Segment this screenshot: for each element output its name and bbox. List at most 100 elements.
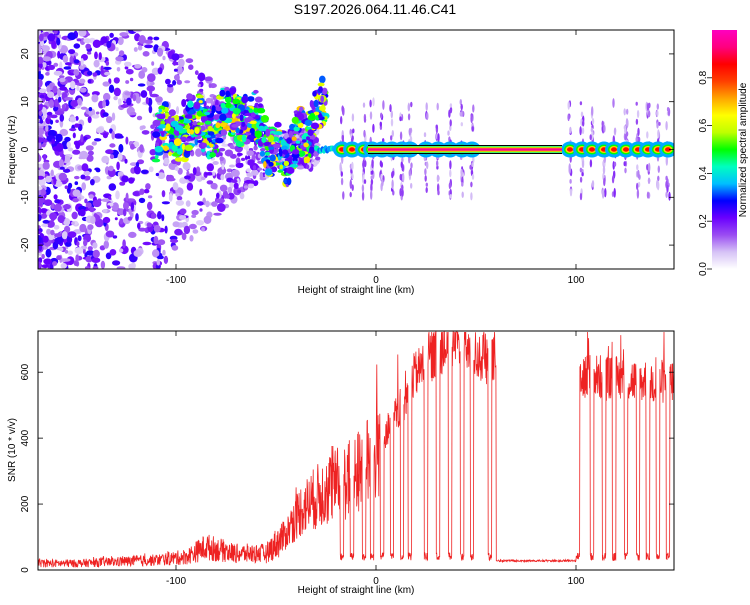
spectrogram-cell bbox=[647, 177, 651, 185]
spectrogram-cell bbox=[106, 40, 112, 49]
spectrogram-cell bbox=[206, 163, 214, 172]
spectrogram-cell bbox=[45, 175, 52, 183]
spectrogram-cell bbox=[246, 172, 253, 177]
spectrogram-cell bbox=[361, 184, 365, 193]
spectrogram-cell bbox=[230, 179, 238, 183]
spectrogram-cell bbox=[138, 35, 146, 44]
spectrogram-cell bbox=[204, 120, 212, 125]
spectrogram-cell bbox=[425, 102, 428, 111]
spectrogram-cell bbox=[449, 125, 452, 131]
spectrogram-cell bbox=[197, 83, 201, 88]
spectrogram-cell bbox=[38, 186, 43, 191]
spectrogram-cell bbox=[351, 184, 354, 192]
spectrogram-cell bbox=[392, 170, 395, 176]
spectrogram-cell bbox=[91, 94, 99, 103]
spectrogram-cell bbox=[109, 143, 116, 148]
spectrogram-cell bbox=[191, 214, 197, 218]
spectrogram-cell bbox=[75, 254, 80, 262]
spectrogram-cell bbox=[155, 96, 163, 103]
spectrogram-cell bbox=[219, 89, 226, 97]
spectrogram-cell bbox=[207, 125, 213, 132]
spectrogram-cell bbox=[184, 175, 191, 180]
spectrogram-cell bbox=[80, 134, 84, 143]
spectrogram-cell bbox=[646, 191, 650, 199]
spectrogram-cell bbox=[161, 190, 166, 198]
spectrogram-cell bbox=[53, 194, 58, 200]
spectrogram-cell bbox=[64, 136, 71, 142]
spectrogram-cell bbox=[283, 160, 290, 167]
spectrogram-cell bbox=[579, 176, 583, 183]
spectrogram-cell bbox=[263, 161, 267, 168]
spectrogram-cell bbox=[80, 58, 84, 66]
spectrogram-cell bbox=[381, 179, 384, 187]
spectrogram-cell bbox=[363, 129, 366, 138]
spectrogram-cell bbox=[226, 168, 233, 173]
colorbar-label: Normalized spectral amplitude bbox=[738, 82, 749, 217]
spectrogram-cell bbox=[239, 114, 244, 122]
spectrogram-cell bbox=[380, 112, 383, 119]
spectrogram-cell bbox=[179, 116, 184, 120]
spectrogram-cell bbox=[567, 113, 570, 122]
spectrogram-cell bbox=[157, 67, 163, 75]
spectrogram-cell bbox=[624, 167, 627, 174]
spectrogram-cell bbox=[176, 65, 183, 75]
spectrogram-cell bbox=[74, 247, 84, 255]
spectrogram-cell bbox=[391, 130, 394, 137]
spectrogram-cell bbox=[81, 182, 86, 191]
spectrogram-cell bbox=[84, 198, 88, 204]
spectrogram-cell bbox=[141, 169, 149, 174]
spectrogram-cell bbox=[157, 211, 162, 220]
spectrogram-cell bbox=[635, 118, 639, 125]
spectrogram-cell bbox=[92, 39, 101, 48]
spectrogram-cell bbox=[284, 157, 292, 162]
spectrogram-cell bbox=[80, 174, 86, 180]
spectrogram-cell bbox=[70, 80, 76, 90]
spectrogram-cell bbox=[77, 97, 83, 106]
spectrogram-cell bbox=[38, 261, 41, 269]
spectrogram-cell bbox=[80, 106, 88, 110]
spectrogram-cell bbox=[49, 212, 58, 221]
spectrogram-cell bbox=[254, 96, 263, 103]
spectrogram-cell bbox=[106, 116, 113, 124]
spectrogram-cell bbox=[85, 43, 92, 50]
snr-frame bbox=[37, 330, 675, 571]
spectrogram-cell bbox=[252, 165, 257, 171]
spectrogram-cell bbox=[56, 37, 61, 46]
spectrogram-cell bbox=[93, 59, 100, 68]
spectrogram-cell bbox=[188, 64, 194, 70]
spectrogram-cell bbox=[133, 166, 138, 172]
spectrogram-cell bbox=[95, 168, 101, 173]
spectrogram-cell bbox=[291, 116, 299, 124]
spectrogram-cell bbox=[601, 120, 604, 127]
spectrogram-cell bbox=[340, 116, 343, 125]
snr-plot-area bbox=[38, 331, 674, 570]
spectrogram-cell bbox=[176, 148, 183, 155]
spectrogram-cell bbox=[308, 146, 315, 154]
spectrogram-cell bbox=[69, 55, 74, 65]
spectrogram-cell bbox=[133, 30, 142, 33]
spectrogram-cell bbox=[46, 85, 51, 93]
spectrogram-cell bbox=[145, 96, 150, 105]
spectrogram-cell bbox=[165, 78, 171, 85]
spectrogram-y-axis: -20 -10 0 10 20 bbox=[20, 48, 674, 252]
spectrogram-cell bbox=[269, 154, 276, 162]
spectrogram-cell bbox=[470, 181, 473, 188]
spectrogram-cell bbox=[145, 183, 151, 190]
spectrogram-cell bbox=[215, 198, 225, 204]
y-tick-label: 0 bbox=[20, 567, 31, 573]
spectrogram-cell bbox=[170, 239, 179, 243]
spectrogram-cell bbox=[64, 97, 73, 101]
spectrogram-cell bbox=[142, 241, 152, 246]
spectrogram-cell bbox=[288, 130, 294, 138]
spectrogram-cell bbox=[156, 259, 160, 266]
spectrogram-cell bbox=[213, 212, 222, 216]
spectrogram-cell bbox=[192, 167, 197, 176]
spectrogram-cell bbox=[238, 129, 244, 134]
spectrogram-cell bbox=[409, 136, 413, 142]
spectrogram-cell bbox=[117, 152, 123, 161]
spectrogram-cell bbox=[129, 77, 134, 82]
spectrogram-cell bbox=[79, 87, 87, 93]
spectrogram-cell bbox=[87, 150, 94, 156]
spectrogram-cell bbox=[265, 151, 270, 156]
spectrogram-cell bbox=[379, 160, 383, 167]
